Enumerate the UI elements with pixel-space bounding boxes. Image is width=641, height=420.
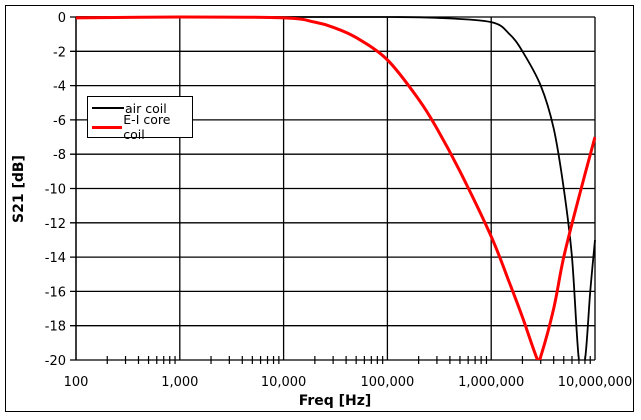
y-axis-label: S21 [dB]	[11, 155, 27, 223]
svg-text:-2: -2	[53, 45, 66, 60]
svg-text:1,000: 1,000	[161, 375, 198, 390]
grid-lines	[70, 16, 596, 361]
svg-text:-14: -14	[45, 251, 66, 266]
series-line-air-coil	[76, 16, 596, 360]
svg-text:100,000: 100,000	[361, 375, 415, 390]
legend-swatch-air-coil	[92, 107, 124, 109]
svg-text:10,000,000: 10,000,000	[558, 375, 632, 390]
legend-label-ei-core-coil: E-I core coil	[123, 112, 171, 142]
x-axis-label: Freq [Hz]	[299, 393, 372, 409]
legend-label-air-coil: air coil	[125, 100, 167, 116]
svg-text:-6: -6	[53, 114, 66, 129]
svg-text:100: 100	[64, 375, 89, 390]
svg-text:-12: -12	[45, 217, 66, 232]
svg-text:-18: -18	[45, 320, 66, 335]
svg-text:10,000: 10,000	[261, 375, 307, 390]
series-lines	[76, 15, 596, 360]
x-tick-labels: 100 1,000 10,000 100,000 1,000,000 10,000,000	[64, 375, 633, 390]
axis-ticks	[106, 356, 591, 364]
legend-item-ei-core-coil: E-I core coil	[92, 112, 192, 142]
svg-text:-8: -8	[53, 148, 66, 163]
legend-swatch-ei-core-coil	[92, 125, 123, 129]
chart-frame	[5, 5, 634, 412]
svg-text:-4: -4	[53, 80, 66, 95]
svg-text:-10: -10	[45, 183, 66, 198]
y-tick-labels: 0 -2 -4 -6 -8 -10 -12 -14 -16 -18 -20	[45, 11, 66, 369]
svg-text:-20: -20	[45, 354, 66, 369]
svg-text:-16: -16	[45, 285, 66, 300]
svg-text:0: 0	[58, 11, 66, 26]
legend: air coil E-I core coil	[87, 96, 193, 142]
series-line-e-i-core-coil	[76, 15, 596, 360]
legend-item-air-coil: air coil	[92, 99, 167, 117]
svg-text:1,000,000: 1,000,000	[458, 375, 524, 390]
